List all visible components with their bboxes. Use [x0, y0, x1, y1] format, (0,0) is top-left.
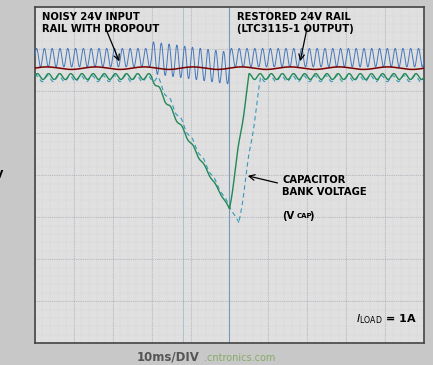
Text: RESTORED 24V RAIL
(LTC3115-1 OUTPUT): RESTORED 24V RAIL (LTC3115-1 OUTPUT) — [237, 12, 354, 34]
Text: ): ) — [309, 211, 314, 221]
Text: CAPACITOR
BANK VOLTAGE: CAPACITOR BANK VOLTAGE — [282, 175, 367, 197]
Text: NOISY 24V INPUT
RAIL WITH DROPOUT: NOISY 24V INPUT RAIL WITH DROPOUT — [42, 12, 160, 34]
Text: $I_{\rm LOAD}$ = 1A: $I_{\rm LOAD}$ = 1A — [356, 312, 417, 326]
Text: 2V/DIV: 2V/DIV — [0, 170, 3, 180]
Text: (V: (V — [282, 211, 294, 221]
Text: .cntronics.com: .cntronics.com — [204, 353, 275, 363]
Text: 10ms/DIV: 10ms/DIV — [136, 350, 199, 363]
Text: CAP: CAP — [297, 213, 313, 219]
